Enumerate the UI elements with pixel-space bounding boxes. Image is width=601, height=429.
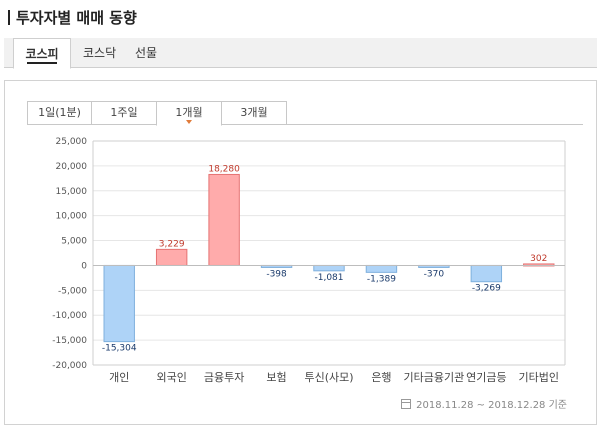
bar [208, 173, 240, 266]
x-category-label: 기타금융기관 [404, 371, 465, 384]
bar-value-label: -370 [424, 269, 445, 279]
x-category-label: 보험 [266, 371, 286, 384]
x-category-label: 기타법인 [519, 371, 559, 384]
tab-1day-label: 1일(1분) [38, 106, 81, 119]
date-range: 2018.11.28 ~ 2018.12.28 기준 [401, 396, 567, 411]
y-tick-label: 5,000 [61, 237, 87, 247]
calendar-icon [401, 398, 412, 409]
tab-kosdaq-label: 코스닥 [83, 46, 117, 60]
tab-3month[interactable]: 3개월 [221, 101, 287, 125]
y-tick-label: 20,000 [56, 162, 88, 172]
x-category-label: 투신(사모) [304, 371, 353, 384]
x-category-label: 은행 [371, 371, 391, 384]
bar [365, 264, 398, 273]
bar-value-label: -3,269 [472, 284, 501, 294]
tab-1week-label: 1주일 [110, 106, 138, 119]
tab-futures[interactable]: 선물 [135, 38, 157, 68]
bar-value-label: -398 [266, 269, 287, 279]
bar [470, 264, 503, 283]
tab-3month-label: 3개월 [240, 106, 268, 119]
bar-value-label: -15,304 [102, 344, 137, 354]
page-title: 투자자별 매매 동향 [8, 6, 137, 28]
y-tick-label: -20,000 [52, 361, 87, 371]
tab-kospi[interactable]: 코스피 [13, 38, 71, 69]
x-category-label: 연기금등 [466, 371, 506, 384]
bar [103, 264, 135, 343]
y-tick-label: 10,000 [56, 212, 88, 222]
bar-value-label: -1,389 [367, 274, 396, 284]
tab-1month[interactable]: 1개월 [156, 101, 222, 126]
x-category-label: 금융투자 [204, 371, 244, 384]
tab-1day[interactable]: 1일(1분) [27, 101, 92, 125]
date-range-text: 2018.11.28 ~ 2018.12.28 기준 [416, 400, 567, 411]
tab-kosdaq[interactable]: 코스닥 [83, 38, 116, 68]
page-title-text: 투자자별 매매 동향 [16, 8, 137, 27]
tab-1month-label: 1개월 [175, 106, 203, 119]
y-tick-label: -10,000 [52, 311, 87, 321]
bar-value-label: 18,280 [208, 164, 240, 174]
chart-panel: 1일(1분) 1주일 1개월 3개월 [4, 80, 597, 425]
market-tab-bar: 코스피 코스닥 선물 [4, 38, 597, 69]
x-category-label: 개인 [109, 371, 129, 384]
tab-futures-label: 선물 [135, 46, 158, 60]
tab-kospi-label: 코스피 [25, 47, 59, 61]
tab-1week[interactable]: 1주일 [91, 101, 157, 125]
title-bar-accent [8, 9, 10, 25]
y-tick-label: -15,000 [52, 336, 87, 346]
x-category-label: 외국인 [156, 371, 186, 384]
bar [313, 264, 345, 272]
y-tick-label: 0 [81, 261, 87, 271]
period-tab-bar: 1일(1분) 1주일 1개월 3개월 [27, 101, 583, 126]
bar-value-label: 302 [530, 254, 547, 264]
active-tab-caret-icon [186, 120, 192, 124]
y-tick-label: 25,000 [56, 137, 88, 147]
y-tick-label: -5,000 [58, 286, 87, 296]
bar [155, 248, 188, 266]
tab-kospi-underline [27, 62, 57, 64]
y-tick-label: 15,000 [56, 187, 88, 197]
bar-value-label: 3,229 [159, 239, 185, 249]
bar-value-label: -1,081 [314, 273, 343, 283]
